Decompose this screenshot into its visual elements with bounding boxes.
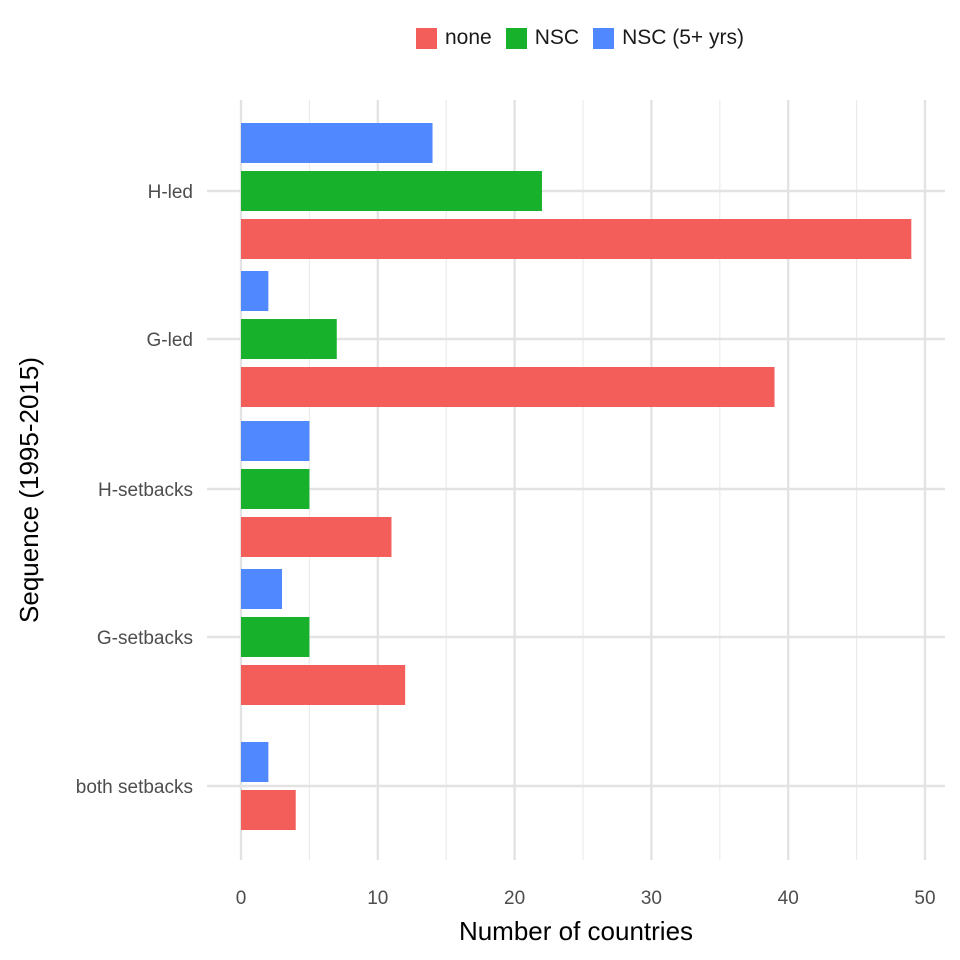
bar-g-led-nsc-5-yrs [241, 271, 269, 311]
y-tick-label: H-setbacks [98, 480, 193, 501]
legend-label-none: none [445, 26, 492, 49]
legend-item-none: none [416, 26, 492, 50]
legend-swatch-nsc [505, 27, 527, 49]
x-tick-label: 0 [236, 888, 247, 909]
x-tick-label: 20 [504, 888, 525, 909]
bar-g-led-nsc [241, 319, 337, 359]
grid [207, 100, 945, 860]
y-tick-labels: H-led G-led H-setbacks G-setbacks both setba… [76, 182, 193, 798]
legend-swatch-none [416, 27, 437, 49]
y-tick-label: G-setbacks [97, 628, 193, 649]
bar-both-setbacks-nsc-5-yrs [241, 742, 269, 782]
legend-swatch-nsc-5-yrs [593, 27, 615, 49]
bar-h-setbacks-nsc [241, 469, 310, 509]
x-tick-labels: 0 10 20 30 40 50 [236, 888, 936, 909]
bar-h-led-nsc-5-yrs [241, 123, 433, 163]
bars [241, 123, 912, 830]
x-tick-label: 50 [914, 888, 935, 909]
y-tick-label: H-led [148, 182, 193, 203]
bar-h-setbacks-nsc-5-yrs [241, 421, 310, 461]
bar-both-setbacks-none [241, 790, 296, 830]
y-tick-label: G-led [147, 330, 193, 351]
bar-g-setbacks-none [241, 665, 406, 705]
y-axis-title: Sequence (1995-2015) [14, 357, 44, 623]
bar-h-led-none [241, 219, 912, 259]
x-tick-label: 30 [641, 888, 662, 909]
legend-label-nsc: NSC [534, 26, 580, 49]
bar-h-setbacks-none [241, 517, 392, 557]
bar-g-setbacks-nsc-5-yrs [241, 569, 283, 609]
y-tick-label: both setbacks [76, 777, 193, 798]
x-tick-label: 10 [367, 888, 388, 909]
legend-item-nsc: NSC [505, 26, 580, 50]
x-axis-title: Number of countries [459, 916, 693, 946]
bar-h-led-nsc [241, 171, 542, 211]
legend-item-nsc-5-yrs: NSC (5+ yrs) [593, 26, 744, 50]
bar-g-setbacks-nsc [241, 617, 310, 657]
bar-g-led-none [241, 367, 775, 407]
legend-label-nsc-5-yrs: NSC (5+ yrs) [622, 26, 744, 49]
x-tick-label: 40 [778, 888, 799, 909]
legend: none NSC NSC (5+ yrs) [0, 26, 960, 50]
